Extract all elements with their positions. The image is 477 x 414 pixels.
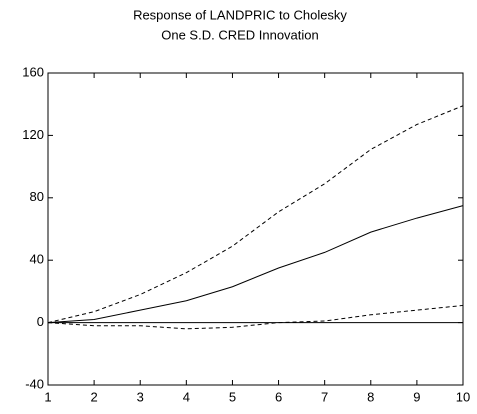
y-tick-label: 160 [22, 64, 44, 79]
y-tick-label: -40 [25, 376, 44, 391]
chart-title: Response of LANDPRIC to Cholesky [133, 7, 347, 22]
x-tick-label: 8 [367, 389, 374, 404]
series-line [47, 105, 464, 324]
x-tick-label: 9 [413, 389, 420, 404]
x-tick-label: 4 [183, 389, 190, 404]
chart-title: One S.D. CRED Innovation [161, 27, 319, 42]
x-tick-label: 1 [44, 389, 51, 404]
y-tick-label: 120 [22, 127, 44, 142]
series-line [47, 304, 464, 330]
x-tick-label: 10 [456, 389, 470, 404]
plot-frame [47, 72, 464, 386]
x-tick-label: 7 [321, 389, 328, 404]
x-tick-label: 5 [229, 389, 236, 404]
y-tick-label: 80 [30, 189, 44, 204]
series-line [47, 205, 464, 324]
y-tick-label: 40 [30, 252, 44, 267]
x-tick-label: 6 [275, 389, 282, 404]
y-tick-label: 0 [37, 314, 44, 329]
x-tick-label: 2 [90, 389, 97, 404]
x-tick-label: 3 [137, 389, 144, 404]
